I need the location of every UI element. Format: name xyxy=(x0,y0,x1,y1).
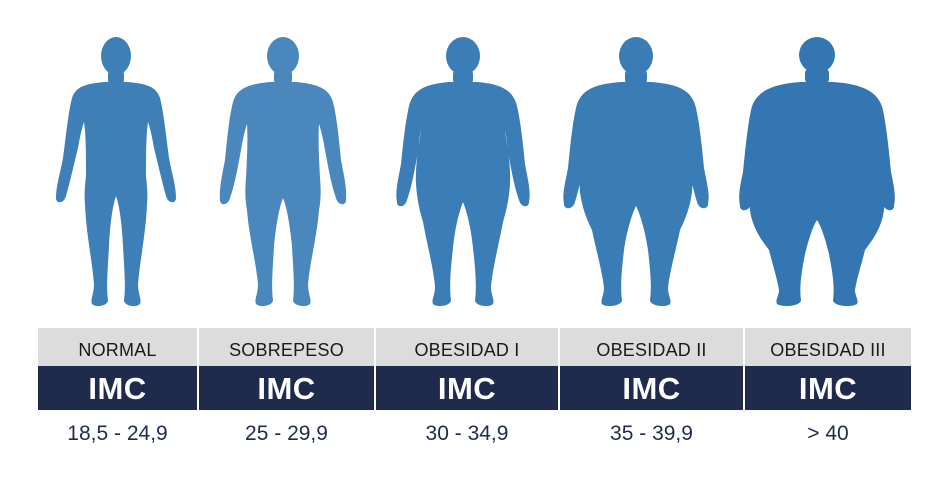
category-label: OBESIDAD III xyxy=(745,328,911,366)
category-normal: NORMAL IMC xyxy=(38,328,197,410)
category-label: SOBREPESO xyxy=(199,328,374,366)
imc-label: IMC xyxy=(376,366,558,410)
imc-label: IMC xyxy=(199,366,374,410)
range-obesidad-2: 35 - 39,9 xyxy=(610,422,693,445)
figure-normal xyxy=(36,36,196,308)
category-obesidad-1: OBESIDAD I IMC xyxy=(376,328,558,410)
body-silhouette-icon xyxy=(396,37,530,307)
range-sobrepeso: 25 - 29,9 xyxy=(245,422,328,445)
category-label: OBESIDAD I xyxy=(376,328,558,366)
imc-label: IMC xyxy=(745,366,911,410)
category-sobrepeso: SOBREPESO IMC xyxy=(199,328,374,410)
figure-obesidad-3 xyxy=(737,36,897,308)
body-silhouette-icon xyxy=(56,37,176,307)
figure-sobrepeso xyxy=(203,36,363,308)
range-obesidad-3: > 40 xyxy=(807,422,849,445)
category-label: NORMAL xyxy=(38,328,197,366)
figure-obesidad-2 xyxy=(556,36,716,308)
body-silhouette-icon xyxy=(219,37,347,307)
figure-obesidad-1 xyxy=(383,36,543,308)
category-obesidad-3: OBESIDAD III IMC xyxy=(745,328,911,410)
category-label: OBESIDAD II xyxy=(560,328,743,366)
category-obesidad-2: OBESIDAD II IMC xyxy=(560,328,743,410)
imc-label: IMC xyxy=(38,366,197,410)
body-silhouette-icon xyxy=(563,37,709,307)
range-normal: 18,5 - 24,9 xyxy=(67,422,168,445)
imc-label: IMC xyxy=(560,366,743,410)
range-obesidad-1: 30 - 34,9 xyxy=(425,422,509,445)
body-silhouette-icon xyxy=(739,37,895,307)
